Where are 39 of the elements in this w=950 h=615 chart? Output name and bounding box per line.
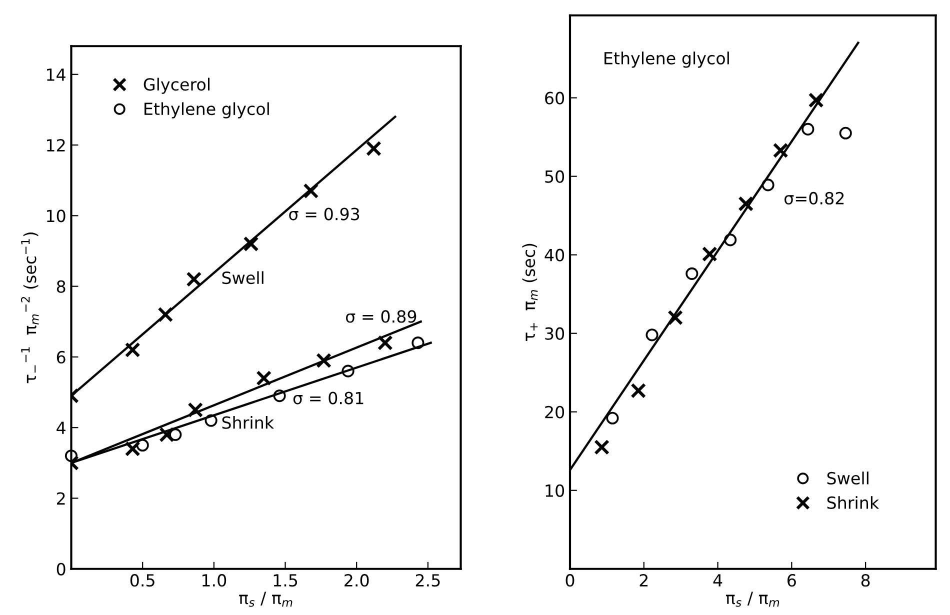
y-axis-title: τ$_{+}$ π$_{m}$ (sec) [522,244,538,342]
x-tick-label: 1.5 [274,574,298,587]
annotation: σ=0.82 [784,192,844,205]
x-tick-label: 2 [640,574,648,586]
y-tick-label: 40 [544,248,564,262]
legend-label: Shrink [827,496,880,509]
x-tick-label: 2.0 [344,574,369,587]
y-tick-label: 2 [57,492,65,505]
y-tick-label: 8 [56,280,66,293]
annotation: Shrink [222,416,274,429]
y-tick-label: 10 [546,484,564,497]
y-tick-label: 0 [56,562,66,576]
annotation: Ethylene glycol [604,52,729,68]
x-tick-label: 4 [713,574,722,586]
annotation: σ = 0.81 [293,392,364,404]
y-tick-label: 14 [47,68,66,81]
x-tick-label: 2.5 [416,574,440,587]
x-axis-title: π$_{s}$ / π$_{m}$ [726,592,780,607]
legend-label: Swell [827,472,868,485]
y-tick-label: 4 [56,422,66,434]
legend-label: Ethylene glycol [144,102,269,118]
x-tick-label: 1.0 [202,574,226,587]
y-tick-label: 10 [47,210,66,222]
legend-label: Glycerol [144,78,210,94]
annotation: σ = 0.93 [289,208,360,220]
y-tick-label: 20 [545,406,564,418]
x-tick-label: 8 [861,574,870,587]
y-tick-label: 12 [47,138,65,152]
y-tick-label: 60 [545,92,564,104]
y-tick-label: 30 [545,327,564,340]
y-tick-label: 50 [545,170,564,183]
annotation: σ = 0.89 [346,310,416,323]
annotation: Swell [222,271,264,284]
y-tick-label: 6 [56,350,66,364]
x-tick-label: 0.5 [130,574,154,587]
x-tick-label: 0 [566,574,574,587]
x-axis-title: π$_{s}$ / π$_{m}$ [239,592,292,607]
text: τ$_{−}$$^{−1}$ π$_{m}$$^{−2}$ (sec$^{−1}$) [20,232,39,384]
x-tick-label: 6 [788,574,796,587]
